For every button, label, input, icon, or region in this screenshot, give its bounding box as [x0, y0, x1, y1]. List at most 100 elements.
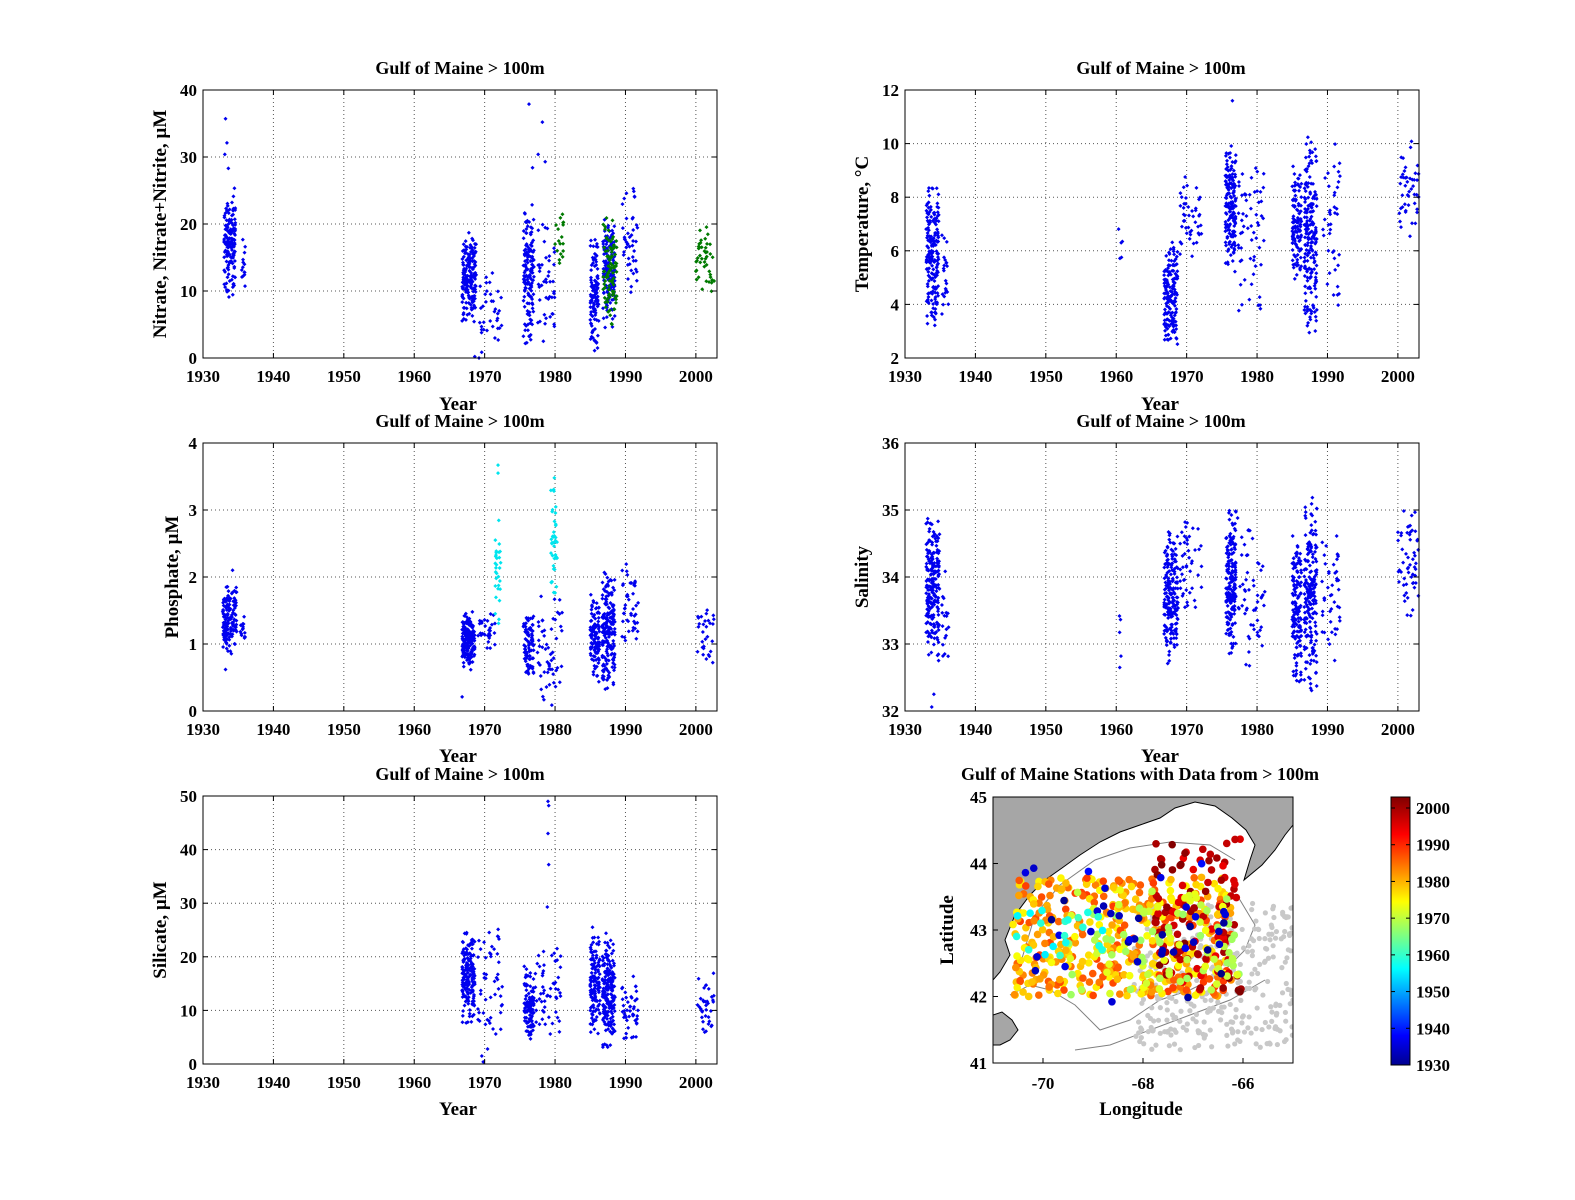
- data-point: [1302, 186, 1307, 191]
- data-point: [497, 308, 502, 313]
- data-point: [1192, 598, 1197, 603]
- data-point: [935, 291, 940, 296]
- data-point: [1295, 182, 1300, 187]
- data-point: [531, 976, 536, 981]
- data-point: [1309, 290, 1314, 295]
- data-point: [1232, 183, 1237, 188]
- data-point: [1223, 195, 1228, 200]
- x-tick-label: 1970: [1170, 367, 1204, 386]
- data-point: [625, 594, 630, 599]
- data-point: [935, 560, 940, 565]
- data-point: [496, 621, 501, 626]
- data-point: [1332, 164, 1337, 169]
- data-point: [704, 254, 709, 259]
- data-point: [1337, 252, 1342, 257]
- data-point: [937, 572, 942, 577]
- data-point: [1415, 178, 1420, 183]
- data-point: [926, 652, 931, 657]
- data-point: [558, 215, 563, 220]
- data-point: [1311, 253, 1316, 258]
- data-point: [1225, 249, 1230, 254]
- data-point: [1169, 592, 1174, 597]
- data-point: [1168, 640, 1173, 645]
- data-point: [1190, 526, 1195, 531]
- data-point: [1306, 320, 1311, 325]
- data-point: [931, 642, 936, 647]
- data-point: [546, 269, 551, 274]
- data-point: [555, 665, 560, 670]
- data-point: [1314, 252, 1319, 257]
- data-point: [221, 645, 226, 650]
- data-point: [635, 225, 640, 230]
- data-point: [609, 615, 614, 620]
- data-point: [1257, 245, 1262, 250]
- data-point: [1233, 521, 1238, 526]
- data-point: [1178, 586, 1183, 591]
- data-point: [1174, 274, 1179, 279]
- x-tick-label: 1990: [1310, 367, 1344, 386]
- data-point: [594, 290, 599, 295]
- data-point: [1326, 637, 1331, 642]
- data-point: [1163, 548, 1168, 553]
- data-point: [460, 294, 465, 299]
- data-point: [1165, 639, 1170, 644]
- data-point: [612, 577, 617, 582]
- data-point: [1299, 580, 1304, 585]
- data-point: [465, 280, 470, 285]
- data-point: [1174, 336, 1179, 341]
- data-point: [1410, 557, 1415, 562]
- data-point: [461, 1009, 466, 1014]
- y-tick-label: 12: [882, 81, 899, 100]
- data-point: [1178, 191, 1183, 196]
- data-point: [496, 337, 501, 342]
- data-point: [1167, 252, 1172, 257]
- data-point: [1329, 630, 1334, 635]
- data-point: [221, 603, 226, 608]
- data-point: [1164, 602, 1169, 607]
- data-point: [461, 285, 466, 290]
- data-point: [1166, 584, 1171, 589]
- data-point: [924, 542, 929, 547]
- data-point: [1225, 595, 1230, 600]
- data-point: [1174, 626, 1179, 631]
- data-point: [521, 263, 526, 268]
- data-point: [1337, 174, 1342, 179]
- data-point: [608, 239, 613, 244]
- data-point: [611, 276, 616, 281]
- data-point: [529, 249, 534, 254]
- data-point: [1162, 612, 1167, 617]
- data-point: [496, 583, 501, 588]
- chart-title: Gulf of Maine > 100m: [375, 58, 544, 78]
- data-point: [926, 189, 931, 194]
- data-point: [1306, 227, 1311, 232]
- data-point: [1166, 263, 1171, 268]
- data-point: [1228, 612, 1233, 617]
- data-point: [1258, 306, 1263, 311]
- data-point: [1242, 611, 1247, 616]
- data-point: [705, 634, 710, 639]
- data-point: [552, 475, 557, 480]
- data-point: [1298, 670, 1303, 675]
- x-tick-label: 1940: [958, 720, 992, 739]
- data-point: [476, 633, 481, 638]
- data-point: [626, 276, 631, 281]
- data-points: [924, 98, 1421, 347]
- data-point: [936, 192, 941, 197]
- data-point: [588, 592, 593, 597]
- data-point: [592, 348, 597, 353]
- data-point: [1328, 227, 1333, 232]
- data-point: [588, 243, 593, 248]
- data-point: [925, 567, 930, 572]
- data-point: [699, 245, 704, 250]
- data-point: [529, 285, 534, 290]
- data-point: [1162, 597, 1167, 602]
- data-point: [1187, 534, 1192, 539]
- data-point: [607, 606, 612, 611]
- data-point: [933, 594, 938, 599]
- data-point: [549, 627, 554, 632]
- data-point: [1332, 193, 1337, 198]
- data-point: [543, 1022, 548, 1027]
- data-point: [591, 672, 596, 677]
- data-point: [1314, 204, 1319, 209]
- data-point: [622, 611, 627, 616]
